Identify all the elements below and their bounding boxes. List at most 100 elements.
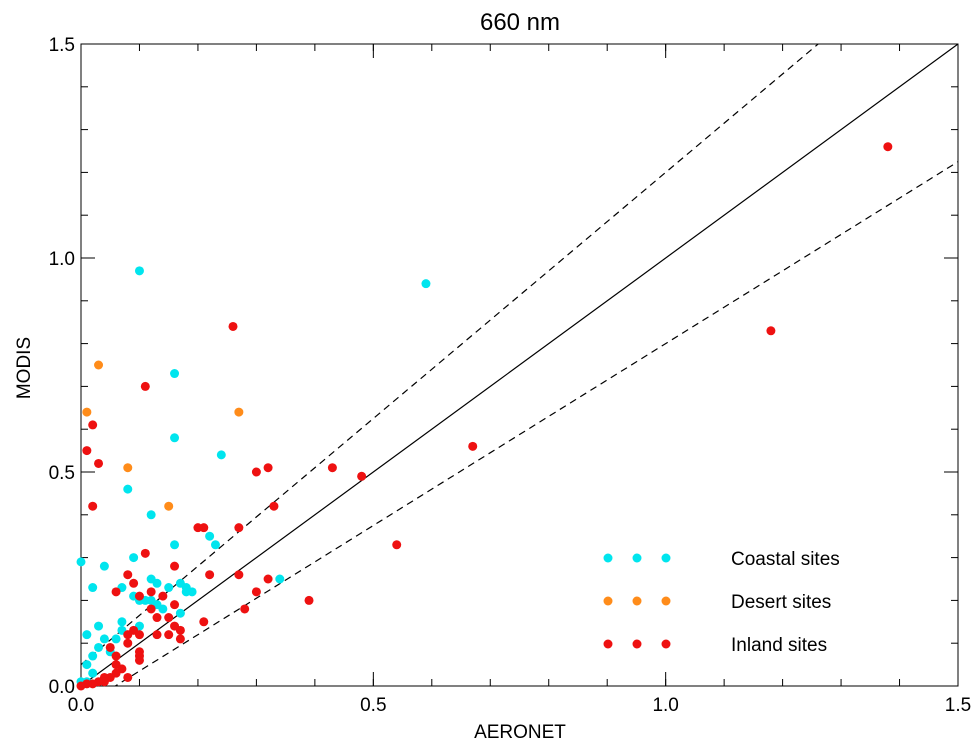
data-point: [123, 463, 133, 473]
data-point: [164, 583, 174, 593]
legend-marker: [603, 596, 613, 606]
data-point: [263, 463, 273, 473]
legend-marker: [661, 596, 671, 606]
data-point: [152, 613, 162, 623]
data-point: [228, 321, 238, 331]
data-point: [76, 557, 86, 567]
data-point: [94, 360, 104, 370]
data-point: [269, 501, 279, 511]
data-point: [205, 570, 215, 580]
data-point: [111, 587, 121, 597]
data-point: [146, 604, 156, 614]
data-point: [263, 574, 273, 584]
data-point: [234, 407, 244, 417]
legend-marker: [603, 553, 613, 563]
legend-label: Inland sites: [731, 635, 827, 656]
data-point: [170, 600, 180, 610]
series-desert-sites: [82, 360, 244, 511]
data-point: [88, 420, 98, 430]
data-point: [94, 458, 104, 468]
data-point: [134, 655, 144, 665]
data-point: [111, 651, 121, 661]
x-tick-label: 0.5: [360, 695, 386, 716]
data-point: [99, 561, 109, 571]
series-inland-sites: [76, 142, 893, 691]
legend-marker: [661, 639, 671, 649]
legend: Coastal sites Desert sites Inland sites: [603, 549, 840, 656]
data-point: [123, 672, 133, 682]
data-point: [766, 326, 776, 336]
data-point: [210, 540, 220, 550]
data-point: [76, 681, 86, 691]
data-point: [88, 668, 98, 678]
legend-marker: [661, 553, 671, 563]
data-point: [105, 642, 115, 652]
data-point: [94, 621, 104, 631]
data-point: [88, 501, 98, 511]
data-point: [392, 540, 402, 550]
x-tick-label: 1.5: [945, 695, 971, 716]
data-point: [164, 501, 174, 511]
legend-marker: [632, 639, 642, 649]
data-point: [327, 463, 337, 473]
data-point: [170, 540, 180, 550]
data-point: [175, 634, 185, 644]
data-point: [146, 587, 156, 597]
data-point: [234, 570, 244, 580]
data-point: [170, 369, 180, 379]
data-point: [82, 407, 92, 417]
data-point: [94, 642, 104, 652]
y-tick-label: 0.5: [49, 463, 75, 484]
data-point: [304, 595, 314, 605]
data-point: [275, 574, 285, 584]
data-point: [88, 583, 98, 593]
data-point: [170, 433, 180, 443]
data-point: [175, 625, 185, 635]
dashed-reference-line: [114, 161, 958, 686]
data-point: [164, 613, 174, 623]
y-tick-label: 1.5: [49, 35, 75, 56]
data-point: [216, 450, 226, 460]
data-point: [82, 630, 92, 640]
data-point: [251, 587, 261, 597]
y-tick-label: 0.0: [49, 677, 75, 698]
y-axis-title: MODIS: [14, 337, 35, 399]
data-point: [99, 634, 109, 644]
data-point: [158, 591, 168, 601]
data-point: [883, 142, 893, 152]
data-point: [421, 279, 431, 289]
data-point: [158, 604, 168, 614]
plot-layer: 0.0 0.5 1.0 1.5 0.0 0.5 1.0 1.5: [49, 35, 972, 716]
legend-marker: [632, 596, 642, 606]
data-point: [123, 570, 133, 580]
data-point: [205, 531, 215, 541]
data-point: [175, 608, 185, 618]
legend-marker: [603, 639, 613, 649]
data-point: [140, 381, 150, 391]
legend-marker: [632, 553, 642, 563]
data-point: [140, 548, 150, 558]
data-point: [199, 617, 209, 627]
data-point: [82, 660, 92, 670]
legend-label: Coastal sites: [731, 549, 840, 570]
data-point: [152, 578, 162, 588]
y-tick-label: 1.0: [49, 249, 75, 270]
data-point: [146, 510, 156, 520]
x-tick-label: 1.0: [652, 695, 678, 716]
data-point: [134, 630, 144, 640]
data-point: [240, 604, 250, 614]
data-point: [251, 467, 261, 477]
data-point: [82, 446, 92, 456]
data-point: [111, 634, 121, 644]
data-point: [170, 561, 180, 571]
data-point: [123, 638, 133, 648]
data-point: [117, 617, 127, 627]
data-point: [88, 651, 98, 661]
data-point: [357, 471, 367, 481]
data-point: [468, 441, 478, 451]
legend-label: Desert sites: [731, 592, 831, 613]
one-to-one-line: [81, 44, 958, 686]
x-axis-title: AERONET: [474, 722, 566, 742]
